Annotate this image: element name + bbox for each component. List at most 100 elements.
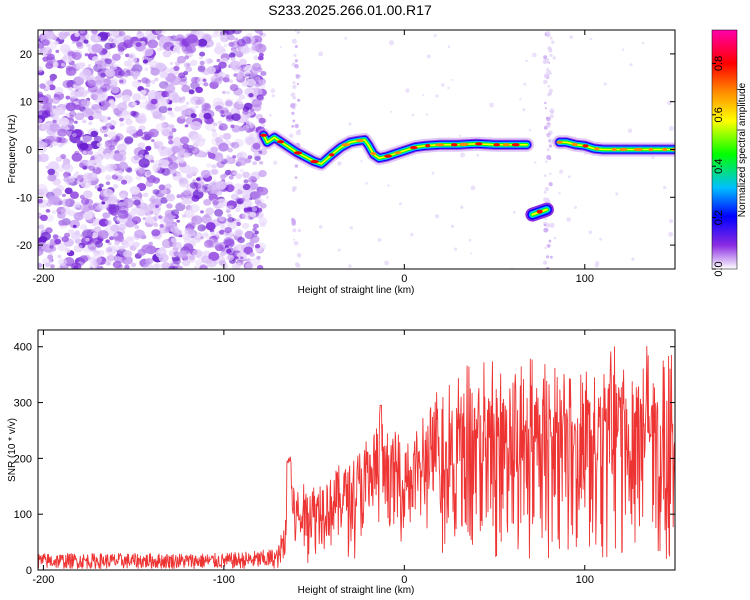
noise-blob bbox=[183, 109, 191, 116]
noise-blob bbox=[168, 124, 175, 130]
noise-blob bbox=[70, 191, 79, 199]
noise-blob bbox=[242, 171, 250, 178]
chart-title: S233.2025.266.01.00.R17 bbox=[268, 2, 432, 18]
noise-blob bbox=[107, 242, 112, 246]
noise-blob bbox=[113, 232, 119, 237]
noise-blob bbox=[226, 254, 235, 261]
noise-blob bbox=[96, 142, 103, 148]
column-speck bbox=[546, 198, 550, 202]
noise-blob bbox=[222, 39, 226, 43]
noise-blob bbox=[186, 173, 193, 179]
noise-blob bbox=[162, 50, 172, 58]
noise-blob bbox=[245, 258, 251, 263]
column-speck bbox=[543, 174, 547, 177]
noise-blob bbox=[221, 223, 226, 228]
noise-blob bbox=[256, 255, 261, 260]
column-speck bbox=[548, 139, 551, 142]
noise-blob bbox=[242, 109, 249, 115]
noise-blob bbox=[240, 197, 246, 202]
noise-blob bbox=[183, 152, 191, 158]
column-speck bbox=[544, 246, 547, 250]
noise-blob bbox=[186, 229, 196, 237]
noise-blob bbox=[222, 76, 230, 83]
noise-blob bbox=[190, 59, 198, 66]
noise-blob bbox=[59, 43, 71, 53]
noise-blob bbox=[235, 262, 242, 268]
column-speck bbox=[543, 73, 550, 79]
noise-speck bbox=[348, 264, 352, 268]
noise-blob bbox=[137, 30, 142, 35]
noise-blob bbox=[56, 206, 66, 215]
noise-blob bbox=[186, 45, 197, 54]
column-speck bbox=[291, 125, 295, 128]
noise-blob bbox=[168, 265, 176, 269]
noise-blob bbox=[59, 109, 66, 115]
noise-blob bbox=[256, 264, 264, 269]
noise-blob bbox=[39, 83, 46, 89]
noise-speck bbox=[553, 236, 557, 240]
noise-blob bbox=[244, 70, 250, 75]
noise-blob bbox=[258, 170, 267, 178]
noise-blob bbox=[204, 239, 214, 248]
column-speck bbox=[294, 123, 299, 129]
noise-blob bbox=[240, 45, 251, 55]
noise-blob bbox=[232, 155, 237, 159]
noise-blob bbox=[112, 184, 119, 189]
noise-blob bbox=[210, 75, 221, 84]
noise-blob bbox=[42, 56, 49, 62]
noise-blob bbox=[204, 213, 210, 219]
ridge-main-hotspot bbox=[451, 143, 458, 147]
colorbar-label: Normalized spectral amplitude bbox=[737, 82, 748, 217]
column-speck bbox=[548, 239, 552, 243]
noise-blob bbox=[113, 152, 124, 162]
noise-blob bbox=[133, 70, 141, 77]
noise-blob bbox=[191, 215, 203, 225]
noise-blob bbox=[260, 71, 267, 76]
ridge-main-hotspot bbox=[310, 160, 319, 164]
noise-blob bbox=[180, 99, 185, 103]
noise-blob bbox=[203, 232, 209, 237]
noise-blob bbox=[231, 141, 240, 149]
y-tick-label: -10 bbox=[16, 192, 32, 204]
noise-blob bbox=[144, 154, 151, 160]
noise-blob bbox=[46, 201, 52, 207]
column-speck bbox=[293, 238, 296, 241]
noise-blob bbox=[87, 242, 97, 251]
noise-speck bbox=[318, 225, 323, 229]
noise-blob bbox=[87, 64, 92, 68]
noise-blob bbox=[76, 131, 83, 136]
noise-blob bbox=[178, 177, 188, 185]
noise-blob bbox=[246, 138, 252, 143]
noise-blob bbox=[109, 163, 118, 170]
noise-speck bbox=[365, 182, 368, 185]
noise-speck bbox=[603, 82, 607, 86]
noise-blob bbox=[224, 110, 229, 113]
ridge-right-hotspot bbox=[648, 147, 654, 152]
noise-blob bbox=[168, 90, 173, 94]
ridge-main-hotspot bbox=[511, 143, 520, 147]
noise-speck bbox=[470, 185, 476, 191]
noise-blob bbox=[69, 110, 77, 117]
noise-blob bbox=[225, 74, 230, 79]
noise-blob bbox=[190, 146, 200, 155]
noise-speck bbox=[599, 237, 602, 241]
noise-blob bbox=[205, 122, 215, 131]
noise-blob bbox=[230, 57, 236, 62]
noise-blob bbox=[74, 112, 85, 121]
noise-blob bbox=[71, 152, 83, 162]
noise-speck bbox=[288, 133, 294, 139]
noise-blob bbox=[252, 227, 257, 232]
noise-blob bbox=[254, 38, 259, 42]
noise-blob bbox=[88, 165, 95, 171]
noise-blob bbox=[235, 230, 242, 236]
noise-blob bbox=[102, 212, 111, 219]
noise-blob bbox=[49, 195, 60, 204]
noise-blob bbox=[154, 77, 159, 82]
noise-blob bbox=[98, 265, 104, 269]
noise-blob bbox=[210, 231, 215, 236]
noise-blob bbox=[117, 102, 128, 111]
noise-blob bbox=[93, 226, 102, 233]
noise-blob bbox=[217, 156, 225, 162]
noise-blob bbox=[90, 156, 95, 161]
noise-blob bbox=[205, 44, 210, 48]
